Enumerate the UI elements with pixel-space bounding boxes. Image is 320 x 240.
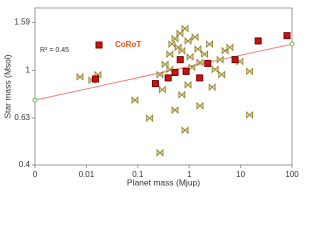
point	[204, 59, 212, 67]
point	[231, 56, 239, 64]
point	[158, 85, 166, 94]
point	[196, 101, 204, 110]
point	[166, 50, 174, 59]
point	[146, 114, 154, 123]
y-tick-label: 1.59	[14, 18, 30, 27]
point	[206, 40, 214, 49]
y-tick-label: 0.4	[19, 160, 31, 169]
point	[201, 50, 209, 59]
x-tick-label: 0.01	[79, 170, 95, 179]
x-tick-label: 100	[285, 170, 299, 179]
fit-end	[289, 41, 295, 47]
plot-frame	[34, 7, 293, 166]
point	[171, 68, 179, 76]
point	[186, 52, 194, 61]
point	[283, 32, 291, 40]
legend-marker	[95, 41, 103, 49]
point	[211, 65, 219, 74]
point	[208, 83, 216, 92]
y-tick-label: 1	[26, 66, 31, 75]
point	[166, 65, 174, 74]
point	[226, 43, 234, 52]
point	[176, 56, 184, 64]
x-tick-label: 1	[187, 170, 192, 179]
point	[161, 60, 169, 69]
annotation: R² = 0.45	[40, 47, 69, 54]
point	[191, 33, 199, 42]
legend-label: CoRoT	[115, 40, 141, 49]
point	[151, 80, 159, 88]
point	[181, 24, 189, 33]
point	[196, 74, 204, 82]
point	[196, 58, 204, 67]
point	[164, 74, 172, 82]
point	[131, 96, 139, 105]
x-tick-label: 0	[33, 170, 38, 179]
point	[188, 63, 196, 72]
point	[91, 75, 99, 83]
point	[156, 148, 164, 157]
point	[181, 126, 189, 135]
point	[184, 80, 192, 89]
y-axis-title: Star mass (Msol)	[2, 54, 12, 118]
x-axis-title: Planet mass (Mjup)	[127, 177, 200, 187]
point	[168, 40, 176, 49]
point	[156, 70, 164, 79]
point	[246, 67, 254, 76]
point	[178, 46, 186, 55]
point	[184, 36, 192, 45]
point	[171, 106, 179, 115]
point	[76, 72, 84, 81]
x-tick-label: 10	[236, 170, 245, 179]
fit-end	[32, 97, 38, 103]
point	[182, 67, 190, 75]
point	[178, 90, 186, 99]
point	[194, 45, 202, 53]
fit-line	[34, 43, 293, 101]
y-tick-label: 0.63	[14, 113, 30, 122]
point	[246, 110, 254, 119]
point	[216, 55, 224, 64]
point	[218, 70, 226, 79]
x-tick-label: 0.1	[132, 170, 144, 179]
point	[254, 37, 262, 45]
chart: 0 0.01 0.1 1 10 100 0.4 0.63 1 1.59 Planet mass (M…	[2, 7, 299, 187]
